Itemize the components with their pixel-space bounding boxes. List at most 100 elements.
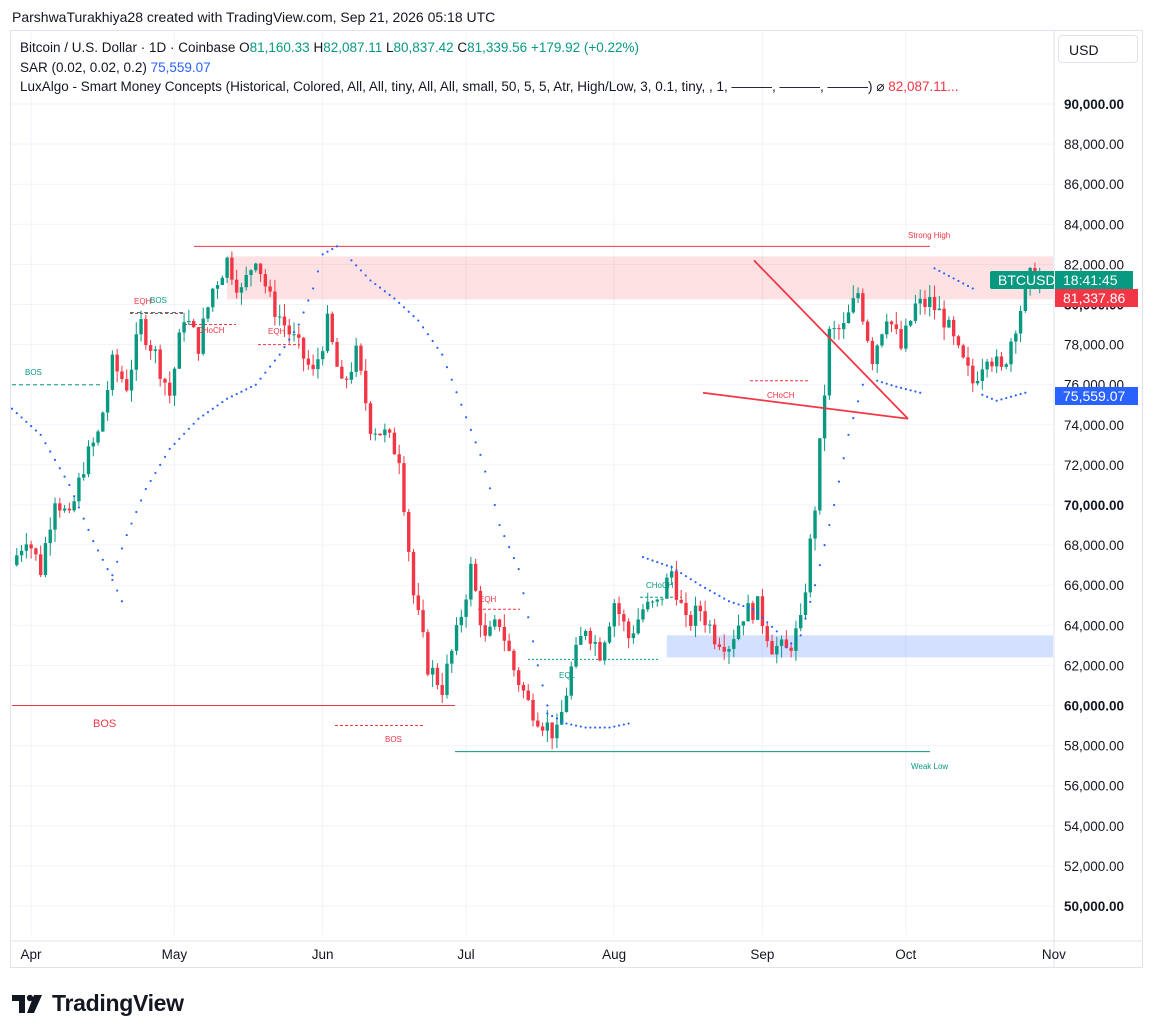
sar-dot: [82, 517, 85, 520]
tradingview-logo[interactable]: TradingView: [12, 990, 184, 1017]
sar-dot: [211, 407, 214, 410]
x-tick-label: Apr: [20, 947, 42, 962]
sar-dot: [125, 533, 128, 537]
zones: [227, 256, 1054, 658]
legend-sar[interactable]: SAR (0.02, 0.02, 0.2) 75,559.07: [20, 60, 211, 75]
candle-body: [163, 378, 167, 383]
candle-body: [555, 724, 559, 739]
tradingview-logo-icon: [12, 994, 42, 1013]
y-tick-label: 54,000.00: [1064, 819, 1124, 834]
candle-body: [364, 370, 368, 404]
candle-body: [340, 366, 344, 379]
candle-body: [827, 328, 832, 396]
currency-button[interactable]: USD: [1058, 35, 1138, 63]
candle-body: [722, 647, 726, 652]
candle-body: [870, 340, 875, 364]
candle-body: [182, 322, 186, 333]
candle-body: [603, 642, 607, 661]
sar-dot: [589, 726, 592, 729]
sar-dot: [966, 284, 970, 288]
sar-dot: [957, 279, 960, 283]
x-tick-label: Nov: [1042, 947, 1066, 962]
sar-dot: [531, 640, 535, 643]
sar-dot: [96, 549, 100, 552]
sar-dot: [938, 269, 941, 273]
sar-dot: [766, 621, 769, 624]
candle-body: [631, 633, 636, 639]
sar-dot: [335, 245, 339, 248]
y-tick-label: 56,000.00: [1064, 779, 1124, 794]
candle-body: [574, 644, 578, 667]
candle-body: [622, 614, 626, 622]
candle-body: [526, 690, 530, 700]
sar-dot: [775, 630, 778, 633]
sar-dot: [173, 442, 176, 445]
sar-dot: [288, 338, 291, 341]
symbol-title[interactable]: Bitcoin / U.S. Dollar · 1D · Coinbase: [20, 40, 236, 55]
sar-dot: [355, 264, 358, 267]
candle-body: [1009, 341, 1013, 365]
candle-body: [875, 345, 879, 364]
sar-dot: [555, 717, 559, 720]
sar-dot: [111, 574, 114, 577]
sar-dot: [536, 664, 539, 667]
sar-value: 75,559.07: [150, 60, 211, 75]
sar-dot: [527, 616, 530, 619]
candle-body: [560, 711, 564, 725]
triangle-lower-line: [702, 391, 909, 420]
candle-body: [282, 316, 287, 326]
candle-body: [292, 334, 296, 336]
sar-dot: [10, 407, 14, 410]
candle-body: [493, 619, 497, 627]
sar-dot: [622, 723, 625, 726]
candle-body: [1004, 364, 1008, 367]
candle-body: [325, 313, 330, 352]
sar-dot: [713, 592, 716, 595]
candle-body: [607, 626, 612, 643]
candle-body: [569, 666, 573, 696]
candle-body: [402, 463, 406, 513]
sar-dot: [484, 470, 487, 473]
candle-body: [38, 554, 43, 576]
candle-body: [856, 293, 860, 299]
candle-body: [258, 263, 263, 275]
sar-dot: [699, 584, 702, 587]
sar-dot: [120, 600, 124, 603]
sar-dot: [436, 346, 439, 349]
y-tick-label: 74,000.00: [1064, 418, 1124, 433]
candle-body: [923, 298, 927, 308]
candle-body: [77, 477, 81, 502]
sar-dot: [359, 269, 363, 272]
sar-dot: [192, 422, 195, 425]
candle-body: [799, 614, 803, 629]
candle-body: [507, 640, 511, 651]
y-tick-label: 70,000.00: [1064, 498, 1124, 513]
sar-dot: [63, 475, 66, 478]
sar-dot: [847, 433, 850, 436]
sar-dot: [675, 569, 678, 572]
sar-dot: [613, 725, 616, 728]
sar-dot: [503, 534, 506, 538]
candle-body: [497, 619, 502, 627]
candle-body: [196, 327, 201, 354]
sar-dot: [608, 726, 611, 729]
legend-luxalgo[interactable]: LuxAlgo - Smart Money Concepts (Historic…: [20, 79, 959, 95]
annotation-label: EQH: [479, 595, 497, 604]
sar-dot: [412, 315, 415, 318]
change-value: +179.92 (+0.22%): [530, 40, 640, 55]
sar-dot: [823, 544, 826, 547]
sar-dot: [603, 726, 606, 729]
candle-body: [378, 433, 382, 436]
grid: [10, 31, 1143, 968]
sar-dot: [751, 608, 755, 611]
x-tick-label: Jul: [457, 947, 474, 962]
sar-dot: [221, 400, 224, 404]
sar-dot: [986, 395, 989, 398]
sar-dot: [364, 274, 367, 277]
sar-dot: [565, 722, 568, 725]
candle-body: [765, 625, 769, 642]
candle-body: [421, 610, 425, 633]
sar-dot: [474, 441, 477, 444]
